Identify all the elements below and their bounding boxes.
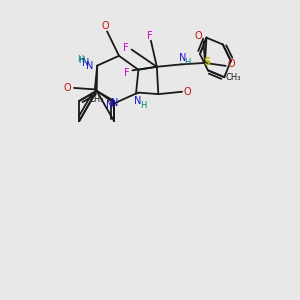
Text: N: N <box>111 98 118 108</box>
Text: H: H <box>78 56 84 65</box>
Text: H: H <box>140 100 147 109</box>
Text: CH₃: CH₃ <box>89 95 104 104</box>
Text: O: O <box>102 21 110 31</box>
Text: O: O <box>227 59 235 69</box>
Text: N: N <box>179 53 186 63</box>
Text: O: O <box>64 83 71 93</box>
Text: O: O <box>194 31 202 41</box>
Text: N: N <box>86 61 94 70</box>
Text: H: H <box>184 58 190 67</box>
Text: F: F <box>147 31 152 41</box>
Text: O: O <box>184 87 191 97</box>
Text: F: F <box>124 68 130 78</box>
Text: H: H <box>77 55 83 64</box>
Text: N: N <box>134 96 141 106</box>
Text: S: S <box>203 57 210 67</box>
Text: CH₃: CH₃ <box>226 73 241 82</box>
Text: F: F <box>123 43 129 53</box>
Text: N: N <box>82 58 89 68</box>
Text: N: N <box>106 100 113 110</box>
